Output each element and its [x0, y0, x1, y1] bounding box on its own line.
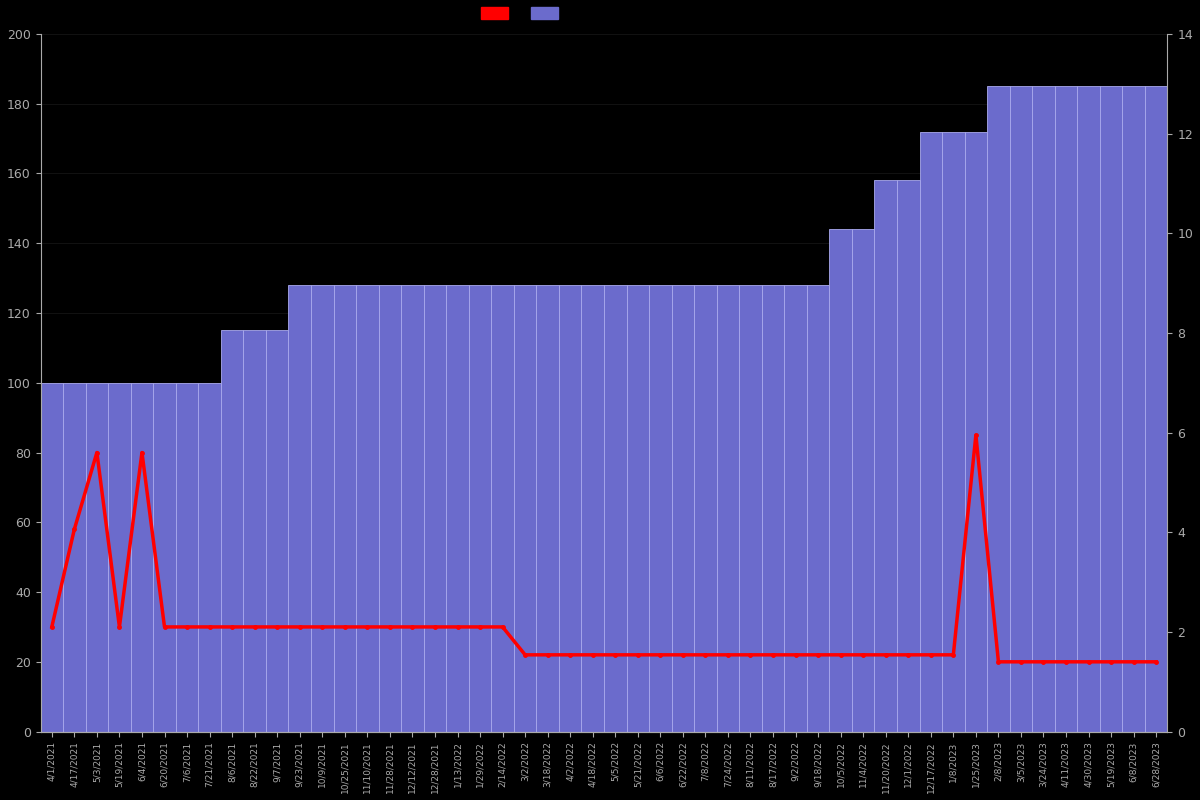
Bar	[582, 285, 604, 731]
Bar	[64, 382, 85, 731]
Bar	[288, 285, 311, 731]
Bar	[311, 285, 334, 731]
Bar	[1009, 86, 1032, 731]
Bar	[379, 285, 401, 731]
Bar	[965, 131, 988, 731]
Bar	[108, 382, 131, 731]
Bar	[491, 285, 514, 731]
Bar	[785, 285, 806, 731]
Bar	[559, 285, 582, 731]
Bar	[266, 330, 288, 731]
Bar	[1055, 86, 1078, 731]
Bar	[919, 131, 942, 731]
Bar	[604, 285, 626, 731]
Bar	[672, 285, 694, 731]
Bar	[626, 285, 649, 731]
Bar	[649, 285, 672, 731]
Bar	[175, 382, 198, 731]
Bar	[469, 285, 491, 731]
Bar	[41, 382, 64, 731]
Bar	[85, 382, 108, 731]
Bar	[739, 285, 762, 731]
Bar	[829, 230, 852, 731]
Bar	[356, 285, 379, 731]
Bar	[806, 285, 829, 731]
Bar	[334, 285, 356, 731]
Bar	[154, 382, 175, 731]
Bar	[896, 180, 919, 731]
Bar	[1100, 86, 1122, 731]
Bar	[762, 285, 785, 731]
Bar	[852, 230, 875, 731]
Legend: , : ,	[476, 2, 574, 25]
Bar	[694, 285, 716, 731]
Bar	[131, 382, 154, 731]
Bar	[221, 330, 244, 731]
Bar	[1032, 86, 1055, 731]
Bar	[424, 285, 446, 731]
Bar	[244, 330, 266, 731]
Bar	[198, 382, 221, 731]
Bar	[536, 285, 559, 731]
Bar	[716, 285, 739, 731]
Bar	[1145, 86, 1168, 731]
Bar	[1122, 86, 1145, 731]
Bar	[1078, 86, 1100, 731]
Bar	[514, 285, 536, 731]
Bar	[446, 285, 469, 731]
Bar	[988, 86, 1009, 731]
Bar	[942, 131, 965, 731]
Bar	[401, 285, 424, 731]
Bar	[875, 180, 896, 731]
